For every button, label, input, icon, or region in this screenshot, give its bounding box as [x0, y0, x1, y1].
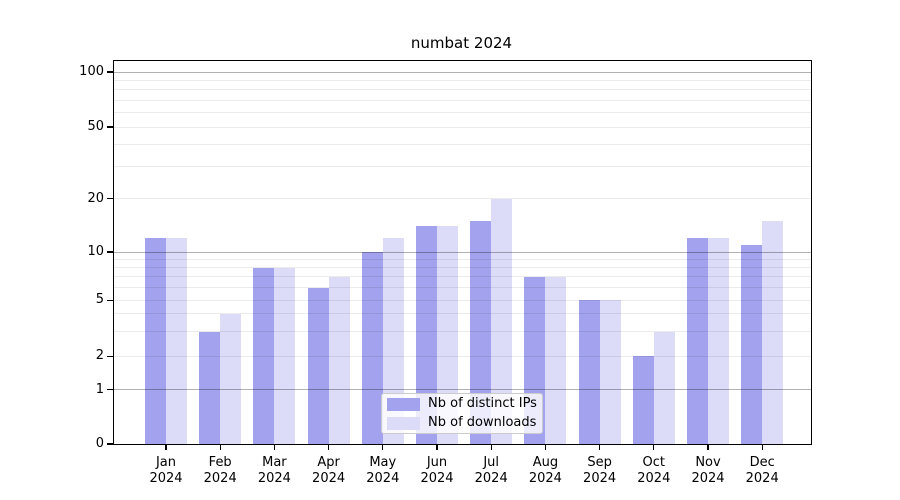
y-axis-tick-label: 50 [87, 119, 104, 134]
x-axis-tick-label: Feb 2024 [203, 455, 237, 486]
x-axis-tick [273, 444, 275, 450]
bar-downloads [599, 300, 621, 444]
minor-gridline [114, 166, 811, 168]
minor-gridline [114, 143, 811, 145]
bar-distinct-ips [307, 287, 329, 444]
x-axis-tick-label: Mar 2024 [257, 455, 291, 486]
legend-swatch-distinct-ips [387, 397, 420, 411]
minor-gridline [114, 79, 811, 81]
y-axis-tick-label: 2 [95, 348, 104, 364]
y-axis-tick [107, 71, 114, 73]
y-axis-tick [107, 198, 114, 200]
x-axis-tick-label: Aug 2024 [528, 455, 562, 486]
minor-gridline [114, 89, 811, 91]
x-axis-tick-label: Jan 2024 [149, 455, 183, 486]
bar-distinct-ips [253, 267, 275, 444]
bar-downloads [708, 237, 730, 444]
minor-gridline [114, 112, 811, 114]
x-axis-tick-label: May 2024 [366, 455, 400, 486]
bar-downloads [166, 237, 188, 444]
x-axis-tick [219, 444, 221, 450]
bar-distinct-ips [578, 300, 600, 444]
x-axis-tick [707, 444, 709, 450]
bar-distinct-ips [632, 356, 654, 444]
x-axis-tick [490, 444, 492, 450]
x-axis-tick-label: Jul 2024 [474, 455, 508, 486]
x-axis-tick [382, 444, 384, 450]
y-axis-tick-label: 1 [95, 381, 104, 397]
x-axis-tick-label: Apr 2024 [312, 455, 346, 486]
chart-title: numbat 2024 [410, 34, 513, 52]
plot-area: 100 50 20 10 5 2 1 0 Jan 2024 Feb 2024 Mar 2024 Apr… [79, 60, 812, 486]
x-axis-tick-label: Jun 2024 [420, 455, 454, 486]
x-axis-tick-label: Oct 2024 [637, 455, 671, 486]
x-axis-tick [328, 444, 330, 450]
y-axis-tick [107, 251, 114, 253]
y-axis-tick-label: 10 [87, 244, 104, 259]
y-axis-tick [107, 126, 114, 128]
legend-label-distinct-ips: Nb of distinct IPs [428, 396, 537, 411]
legend: Nb of distinct IPs Nb of downloads [381, 393, 543, 434]
x-axis-tick-label: Dec 2024 [745, 455, 779, 486]
x-axis-tick [165, 444, 167, 450]
y-axis-tick-label: 5 [95, 292, 104, 308]
bar-downloads [653, 331, 675, 444]
bar-downloads [274, 267, 296, 444]
legend-item-distinct-ips: Nb of distinct IPs [387, 396, 537, 412]
bar-distinct-ips [144, 237, 166, 444]
bar-downloads [220, 313, 242, 444]
legend-item-downloads: Nb of downloads [387, 415, 537, 431]
x-axis-tick [653, 444, 655, 450]
legend-swatch-downloads [387, 416, 420, 430]
x-axis-tick-label: Nov 2024 [691, 455, 725, 486]
x-axis-tick-label: Sep 2024 [583, 455, 617, 486]
bar-downloads [491, 198, 513, 444]
legend-label-downloads: Nb of downloads [428, 415, 537, 430]
bar-downloads [437, 226, 459, 444]
minor-gridline [114, 126, 811, 128]
bar-downloads [762, 220, 784, 444]
y-axis-tick [107, 389, 114, 391]
bar-distinct-ips [415, 226, 437, 444]
x-axis-tick [599, 444, 601, 450]
bar-downloads [545, 276, 567, 444]
bar-distinct-ips [470, 220, 492, 444]
y-axis-tick-label: 0 [95, 436, 104, 451]
bar-downloads [328, 276, 350, 444]
y-axis-tick [107, 443, 114, 445]
x-axis-tick [544, 444, 546, 450]
bar-distinct-ips [199, 331, 221, 444]
x-axis-tick [436, 444, 438, 450]
y-axis-tick-label: 100 [79, 64, 104, 79]
minor-gridline [114, 198, 811, 200]
plot-canvas: 100 50 20 10 5 2 1 0 Jan 2024 Feb 2024 Mar 2024 Apr… [79, 61, 811, 486]
bar-downloads [382, 237, 404, 444]
y-axis-tick-label: 20 [87, 190, 104, 206]
major-gridline [114, 71, 811, 73]
y-axis-tick [107, 355, 114, 357]
minor-gridline [114, 99, 811, 101]
bar-distinct-ips [686, 237, 708, 444]
bar-distinct-ips [741, 244, 763, 444]
y-axis-tick [107, 299, 114, 301]
x-axis-tick [761, 444, 763, 450]
bar-distinct-ips [361, 252, 383, 444]
